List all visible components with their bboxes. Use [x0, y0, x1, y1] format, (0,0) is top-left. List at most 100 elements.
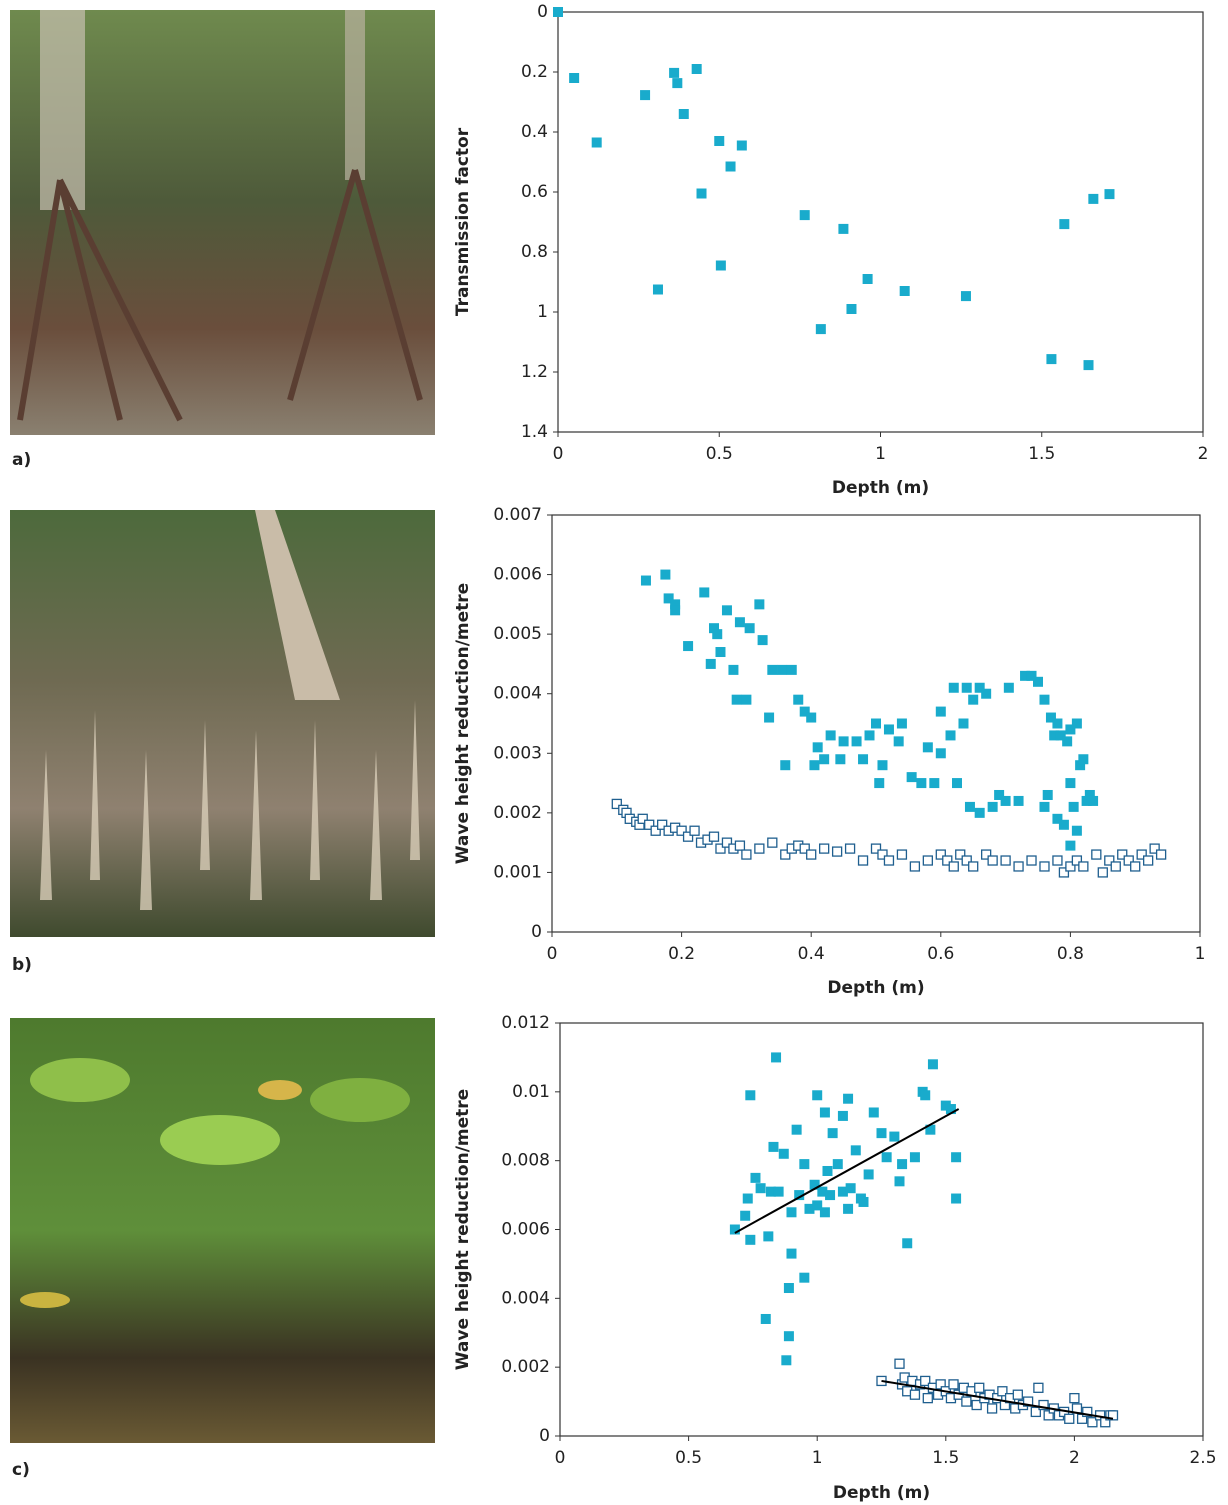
point: [986, 1403, 998, 1414]
point: [1052, 855, 1063, 866]
point: [899, 286, 910, 296]
point: [780, 849, 791, 860]
point: [1130, 861, 1141, 872]
point: [781, 1355, 792, 1366]
point: [1039, 694, 1050, 705]
photo: [10, 1018, 435, 1443]
point: [812, 1090, 823, 1101]
x-axis-title: Depth (m): [833, 1483, 930, 1503]
y-tick-label: 0.6: [521, 182, 548, 202]
point: [786, 664, 797, 675]
point: [835, 754, 846, 765]
photo: [10, 10, 435, 435]
point: [858, 754, 869, 765]
point: [729, 1224, 740, 1235]
point: [942, 855, 953, 866]
y-tick-label: 0.006: [501, 1220, 550, 1240]
point: [799, 1272, 810, 1283]
y-tick-label: 0.007: [493, 505, 542, 525]
point: [1065, 724, 1076, 735]
point: [940, 1100, 951, 1111]
point: [1046, 354, 1057, 365]
point: [683, 641, 694, 652]
point: [974, 807, 985, 818]
point: [1065, 778, 1076, 789]
point: [1071, 855, 1083, 866]
point: [1003, 682, 1014, 693]
point: [1013, 795, 1024, 806]
point: [862, 274, 873, 284]
point: [868, 1107, 879, 1118]
point: [728, 664, 739, 675]
point: [1075, 760, 1086, 771]
trend-line: [734, 1108, 960, 1234]
point: [809, 1179, 820, 1190]
point: [734, 617, 745, 628]
y-tick-label: 0: [537, 2, 548, 22]
point: [754, 843, 765, 854]
point: [1033, 1382, 1044, 1393]
point: [1065, 861, 1076, 872]
point: [1038, 1399, 1049, 1411]
point: [825, 730, 836, 741]
x-axis-title: Depth (m): [832, 478, 929, 498]
point: [843, 1203, 854, 1214]
point: [709, 623, 719, 634]
trend-line: [881, 1379, 1114, 1420]
point: [773, 1186, 784, 1197]
point: [902, 1238, 913, 1249]
point: [657, 819, 668, 830]
x-tick-label: 2.5: [1189, 1448, 1216, 1468]
x-tick-label: 0.5: [675, 1448, 702, 1468]
x-tick-label: 1.5: [1028, 444, 1055, 464]
point: [1104, 855, 1115, 866]
point: [740, 1210, 751, 1221]
point: [791, 1124, 802, 1135]
x-tick-label: 0.4: [798, 944, 825, 964]
point: [964, 801, 975, 812]
point: [945, 730, 956, 741]
y-tick-label: 1.2: [521, 362, 548, 382]
y-axis-title: Transmission factor: [453, 127, 473, 316]
point: [780, 760, 791, 771]
point: [705, 658, 716, 669]
point: [734, 840, 746, 851]
point: [1039, 801, 1050, 812]
point: [968, 861, 979, 872]
point: [952, 778, 962, 789]
point: [846, 304, 857, 314]
point: [935, 849, 946, 860]
y-tick-label: 0.006: [493, 565, 542, 585]
point: [961, 1396, 972, 1407]
x-tick-label: 2: [1069, 1448, 1080, 1468]
point: [832, 1159, 843, 1170]
point: [778, 1148, 789, 1159]
point: [850, 1145, 861, 1156]
point: [922, 742, 933, 753]
point: [1026, 855, 1037, 866]
point: [922, 1392, 933, 1404]
plot-frame: [559, 1022, 1204, 1437]
point: [721, 837, 733, 848]
point: [897, 1159, 908, 1170]
x-tick-label: 2: [1198, 444, 1209, 464]
point: [896, 849, 908, 860]
point: [845, 1183, 856, 1194]
point: [644, 819, 655, 830]
y-tick-label: 0.001: [493, 862, 542, 882]
point: [968, 694, 979, 705]
point: [837, 1110, 848, 1121]
point: [874, 778, 885, 789]
point: [883, 855, 895, 866]
point: [757, 635, 768, 646]
point: [670, 605, 681, 616]
point: [987, 855, 998, 866]
plot-frame: [557, 11, 1204, 433]
point: [771, 1052, 782, 1063]
point: [825, 1190, 836, 1201]
point: [767, 837, 778, 848]
point: [1033, 676, 1043, 687]
y-tick-label: 0.4: [521, 122, 548, 142]
point: [960, 291, 971, 302]
